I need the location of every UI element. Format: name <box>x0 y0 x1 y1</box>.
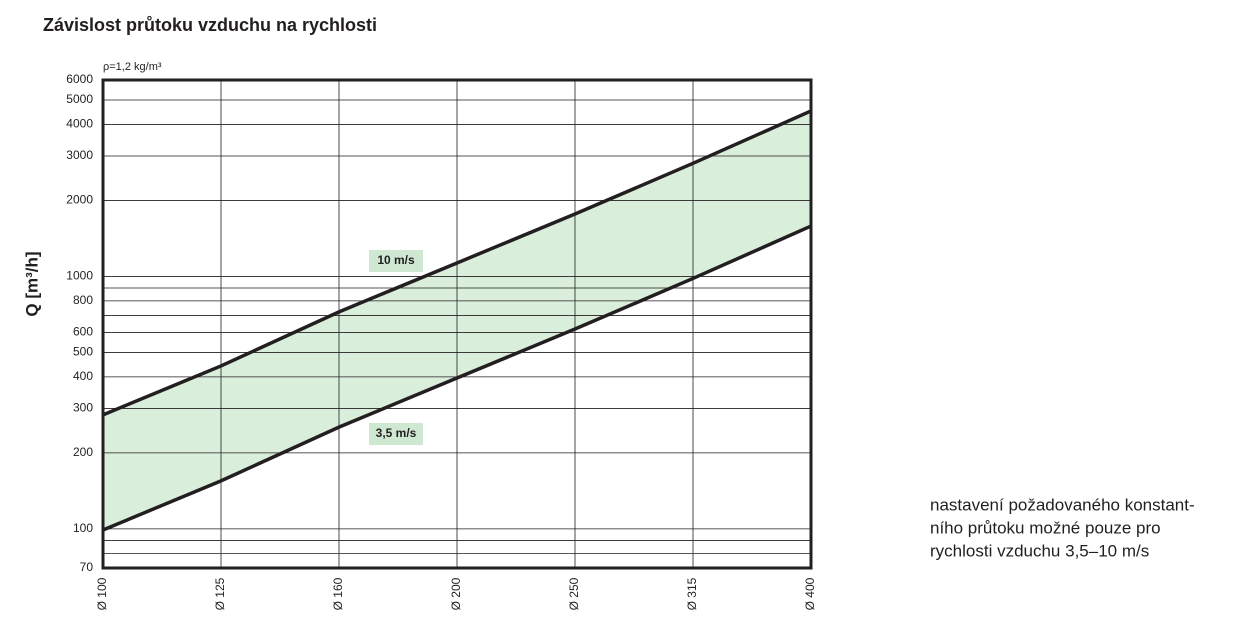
y-tick-label: 200 <box>73 445 93 459</box>
y-tick-label: 1000 <box>66 269 93 283</box>
series-label-box <box>369 250 423 272</box>
y-tick-label: 2000 <box>66 193 93 207</box>
plot-frame <box>101 78 813 570</box>
y-tick-label: 5000 <box>66 92 93 106</box>
series-label: 3,5 m/s <box>376 426 417 440</box>
x-tick-label: Ø 125 <box>213 577 227 610</box>
x-tick-label: Ø 100 <box>95 577 109 610</box>
series-line <box>102 109 812 417</box>
x-tick-label: Ø 250 <box>567 577 581 610</box>
subtitle: ρ=1,2 kg/m³ <box>103 61 162 73</box>
note-line: ního průtoku možné pouze pro <box>930 518 1161 537</box>
y-tick-label: 400 <box>73 369 93 383</box>
y-tick-label: 6000 <box>66 72 93 86</box>
x-tick-label: Ø 400 <box>803 577 817 610</box>
series-line <box>102 224 812 532</box>
note-line: rychlosti vzduchu 3,5–10 m/s <box>930 541 1149 560</box>
x-tick-label: Ø 315 <box>685 577 699 610</box>
y-tick-label: 70 <box>80 560 94 574</box>
x-tick-label: Ø 200 <box>449 577 463 610</box>
y-tick-label: 3000 <box>66 148 93 162</box>
y-tick-label: 4000 <box>66 117 93 131</box>
y-tick-label: 100 <box>73 521 93 535</box>
y-axis-label: Q [m³/h] <box>22 251 41 316</box>
series-label: 10 m/s <box>377 253 415 267</box>
note-line: nastavení požadovaného konstant- <box>930 495 1195 514</box>
y-tick-label: 600 <box>73 325 93 339</box>
y-tick-label: 300 <box>73 401 93 415</box>
series-label-box <box>369 423 423 445</box>
y-tick-label: 500 <box>73 345 93 359</box>
chart-title: Závislost průtoku vzduchu na rychlosti <box>43 15 377 35</box>
y-tick-label: 800 <box>73 293 93 307</box>
x-tick-label: Ø 160 <box>331 577 345 610</box>
